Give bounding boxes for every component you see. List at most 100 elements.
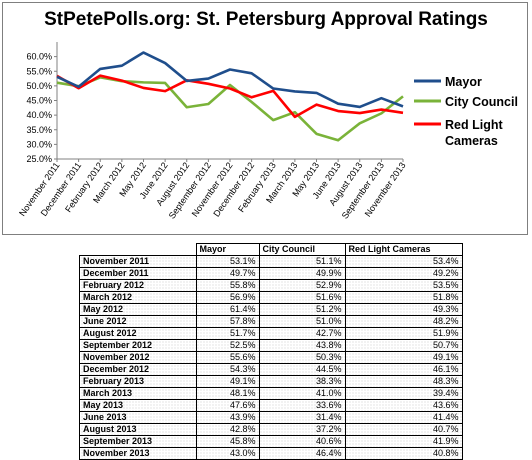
series-line-red-light-cameras bbox=[56, 74, 404, 119]
row-label: February 2012 bbox=[79, 279, 197, 292]
table-row: May 2012 61.4% 51.2% 49.3% bbox=[79, 303, 463, 316]
table-cell: 53.1% bbox=[195, 255, 260, 268]
table-cell: 57.8% bbox=[195, 315, 260, 328]
table-column-header: City Council bbox=[258, 243, 346, 256]
table-cell: 40.8% bbox=[344, 447, 463, 460]
table-cell: 51.6% bbox=[258, 291, 346, 304]
table-cell: 41.0% bbox=[258, 387, 346, 400]
table-row: May 2013 47.6% 33.6% 43.6% bbox=[79, 399, 463, 412]
row-label: March 2012 bbox=[79, 291, 197, 304]
table-row: September 2012 52.5% 43.8% 50.7% bbox=[79, 339, 463, 352]
table-column-header: Red Light Cameras bbox=[344, 243, 463, 256]
table-cell: 31.4% bbox=[258, 411, 346, 424]
data-table: Mayor City Council Red Light Cameras Novem… bbox=[79, 243, 463, 460]
table-cell: 52.5% bbox=[195, 339, 260, 352]
row-label: November 2011 bbox=[79, 255, 197, 268]
table-row: November 2012 55.6% 50.3% 49.1% bbox=[79, 351, 463, 364]
row-label: August 2012 bbox=[79, 327, 197, 340]
table-header-row: Mayor City Council Red Light Cameras bbox=[80, 243, 463, 256]
table-cell: 50.7% bbox=[344, 339, 463, 352]
table-cell: 53.5% bbox=[344, 279, 463, 292]
table-cell: 56.9% bbox=[195, 291, 260, 304]
y-tick-label: 40.0% bbox=[26, 110, 52, 120]
table-row: June 2012 57.8% 51.0% 48.2% bbox=[79, 315, 463, 328]
legend-label: Red Light bbox=[445, 118, 503, 132]
table-cell: 46.4% bbox=[258, 447, 346, 460]
table-cell: 39.4% bbox=[344, 387, 463, 400]
table-cell: 51.8% bbox=[344, 291, 463, 304]
y-tick-label: 60.0% bbox=[26, 52, 52, 62]
table-row: August 2013 42.8% 37.2% 40.7% bbox=[79, 423, 463, 436]
table-row: December 2011 49.7% 49.9% 49.2% bbox=[79, 267, 463, 280]
table-cell: 52.9% bbox=[258, 279, 346, 292]
table-cell: 45.8% bbox=[195, 435, 260, 448]
table-cell: 44.5% bbox=[258, 363, 346, 376]
table-cell: 37.2% bbox=[258, 423, 346, 436]
row-label: December 2012 bbox=[79, 363, 197, 376]
table-cell: 40.6% bbox=[258, 435, 346, 448]
series-line-mayor bbox=[56, 51, 404, 109]
row-label: May 2012 bbox=[79, 303, 197, 316]
table-cell: 42.7% bbox=[258, 327, 346, 340]
table-row: December 2012 54.3% 44.5% 46.1% bbox=[79, 363, 463, 376]
table-cell: 43.9% bbox=[195, 411, 260, 424]
y-tick-label: 35.0% bbox=[26, 125, 52, 135]
table-cell: 40.7% bbox=[344, 423, 463, 436]
table-cell: 49.1% bbox=[344, 351, 463, 364]
row-label: June 2013 bbox=[79, 411, 197, 424]
y-tick-label: 45.0% bbox=[26, 96, 52, 106]
table-row: March 2012 56.9% 51.6% 51.8% bbox=[79, 291, 463, 304]
row-label: May 2013 bbox=[79, 399, 197, 412]
table-cell: 51.0% bbox=[258, 315, 346, 328]
table-cell: 46.1% bbox=[344, 363, 463, 376]
table-cell: 48.1% bbox=[195, 387, 260, 400]
table-cell: 50.3% bbox=[258, 351, 346, 364]
table-cell: 42.8% bbox=[195, 423, 260, 436]
table-cell: 49.9% bbox=[258, 267, 346, 280]
table-cell: 33.6% bbox=[258, 399, 346, 412]
legend-label: City Council bbox=[445, 95, 518, 109]
legend-label: Mayor bbox=[445, 75, 482, 89]
table-cell: 48.3% bbox=[344, 375, 463, 388]
table-row: November 2011 53.1% 51.1% 53.4% bbox=[79, 255, 463, 268]
table-cell: 43.6% bbox=[344, 399, 463, 412]
table-row: February 2013 49.1% 38.3% 48.3% bbox=[79, 375, 463, 388]
row-label: December 2011 bbox=[79, 267, 197, 280]
table-cell: 49.7% bbox=[195, 267, 260, 280]
row-label: November 2013 bbox=[79, 447, 197, 460]
table-cell: 53.4% bbox=[344, 255, 463, 268]
table-cell: 51.7% bbox=[195, 327, 260, 340]
table-cell: 61.4% bbox=[195, 303, 260, 316]
row-label: November 2012 bbox=[79, 351, 197, 364]
table-cell: 41.9% bbox=[344, 435, 463, 448]
table-row: March 2013 48.1% 41.0% 39.4% bbox=[79, 387, 463, 400]
table-cell: 49.1% bbox=[195, 375, 260, 388]
table-cell: 51.9% bbox=[344, 327, 463, 340]
line-chart: 60.0% 55.0% 50.0% 45.0% 40.0% 35.0% 30.0% 25.0%… bbox=[17, 42, 518, 221]
table-cell: 48.2% bbox=[344, 315, 463, 328]
row-label: September 2012 bbox=[79, 339, 197, 352]
y-tick-label: 55.0% bbox=[26, 66, 52, 76]
table-row: November 2013 43.0% 46.4% 40.8% bbox=[79, 447, 463, 460]
table-row: February 2012 55.8% 52.9% 53.5% bbox=[79, 279, 463, 292]
data-table-container: Mayor City Council Red Light Cameras Novem… bbox=[79, 243, 463, 460]
table-cell: 41.4% bbox=[344, 411, 463, 424]
table-cell: 55.8% bbox=[195, 279, 260, 292]
table-row: June 2013 43.9% 31.4% 41.4% bbox=[79, 411, 463, 424]
table-cell: 54.3% bbox=[195, 363, 260, 376]
series-line-city-council bbox=[56, 76, 404, 142]
table-header-blank bbox=[80, 244, 197, 256]
y-tick-label: 25.0% bbox=[26, 154, 52, 164]
legend-label: Cameras bbox=[445, 134, 498, 148]
table-cell: 51.2% bbox=[258, 303, 346, 316]
table-cell: 43.0% bbox=[195, 447, 260, 460]
table-row: August 2012 51.7% 42.7% 51.9% bbox=[79, 327, 463, 340]
y-tick-label: 30.0% bbox=[26, 139, 52, 149]
table-cell: 43.8% bbox=[258, 339, 346, 352]
table-cell: 47.6% bbox=[195, 399, 260, 412]
chart-panel: StPetePolls.org: St. Petersburg Approval… bbox=[2, 2, 528, 235]
row-label: August 2013 bbox=[79, 423, 197, 436]
row-label: September 2013 bbox=[79, 435, 197, 448]
chart-title: StPetePolls.org: St. Petersburg Approval… bbox=[44, 9, 488, 30]
table-row: September 2013 45.8% 40.6% 41.9% bbox=[79, 435, 463, 448]
